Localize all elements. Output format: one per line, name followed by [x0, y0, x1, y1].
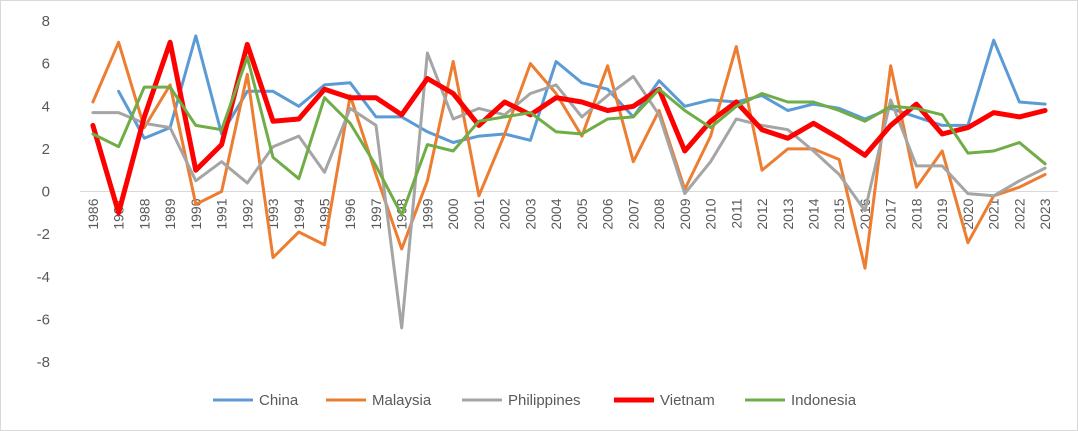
- x-tick-label: 1996: [342, 198, 358, 229]
- x-tick-label: 2020: [960, 198, 976, 229]
- x-tick-label: 1999: [419, 198, 435, 229]
- x-tick-label: 2011: [728, 198, 744, 228]
- series-lines: [90, 34, 1048, 330]
- y-tick-label: -8: [37, 354, 50, 371]
- series-line-malaysia: [91, 40, 1047, 270]
- x-tick-label: 2004: [548, 198, 564, 229]
- x-tick-label: 2019: [934, 198, 950, 229]
- series-line-vietnam: [90, 39, 1048, 216]
- x-tick-label: 1991: [214, 198, 230, 229]
- legend: China Malaysia Philippines Vietnam Indonesia: [213, 392, 857, 409]
- x-tick-label: 2017: [883, 198, 899, 229]
- legend-label-vietnam: Vietnam: [660, 392, 715, 409]
- y-tick-label: -6: [37, 311, 50, 328]
- x-tick-label: 1989: [162, 198, 178, 229]
- x-tick-label: 1986: [85, 198, 101, 229]
- x-tick-label: 2018: [908, 198, 924, 229]
- x-tick-label: 2006: [600, 198, 616, 229]
- y-axis-ticks: -8 -6 -4 -2 0 2 4 6 8: [37, 13, 50, 371]
- y-tick-label: 0: [42, 184, 50, 201]
- x-tick-label: 1997: [368, 198, 384, 229]
- y-tick-label: -4: [37, 269, 50, 286]
- y-tick-label: -2: [37, 226, 50, 243]
- y-tick-label: 8: [42, 13, 50, 30]
- x-tick-label: 2003: [522, 198, 538, 229]
- x-tick-label: 2000: [445, 198, 461, 229]
- y-tick-label: 4: [42, 98, 50, 115]
- x-tick-label: 2008: [651, 198, 667, 229]
- x-tick-label: 1992: [239, 198, 255, 229]
- x-tick-label: 2005: [574, 198, 590, 229]
- legend-label-malaysia: Malaysia: [372, 392, 432, 409]
- x-tick-label: 2012: [754, 198, 770, 229]
- x-tick-label: 2015: [831, 198, 847, 229]
- x-tick-label: 1994: [291, 198, 307, 229]
- x-tick-label: 2013: [780, 198, 796, 229]
- x-tick-label: 2010: [703, 198, 719, 229]
- x-tick-label: 2001: [471, 198, 487, 229]
- x-tick-label: 2009: [677, 198, 693, 229]
- y-tick-label: 2: [42, 141, 50, 158]
- x-tick-label: 1990: [188, 198, 204, 229]
- series-line-china: [117, 34, 1047, 144]
- legend-label-indonesia: Indonesia: [791, 392, 857, 409]
- x-tick-label: 1988: [136, 198, 152, 229]
- x-tick-label: 2007: [625, 198, 641, 229]
- legend-label-philippines: Philippines: [508, 392, 581, 409]
- x-tick-label: 2022: [1011, 198, 1027, 229]
- y-tick-label: 6: [42, 56, 50, 73]
- series-line-indonesia: [91, 55, 1047, 217]
- x-tick-label: 2014: [806, 198, 822, 229]
- legend-label-china: China: [259, 392, 299, 409]
- x-tick-label: 2023: [1037, 198, 1053, 229]
- x-axis-ticks: 1986 1987 1988 1989 1990 1991 1992 1993 1994 1995…: [85, 198, 1053, 229]
- x-tick-label: 2002: [497, 198, 513, 229]
